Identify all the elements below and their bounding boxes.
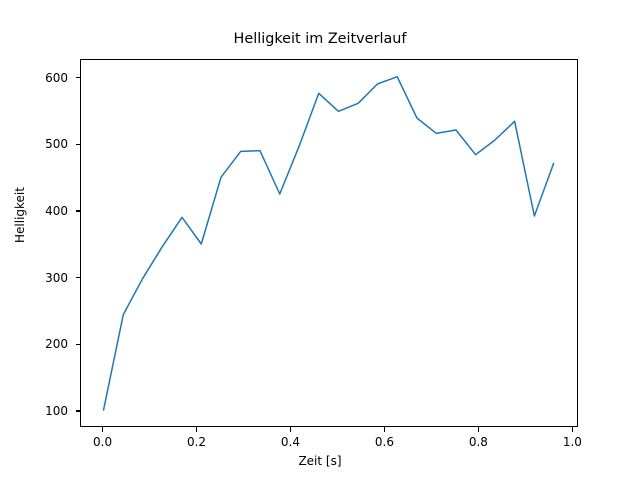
x-tick-label: 0.4 (280, 435, 301, 449)
y-tick-label: 300 (45, 270, 68, 285)
plot-area (80, 59, 578, 427)
y-axis-label: Helligkeit (13, 187, 27, 243)
y-tick-label: 400 (45, 204, 68, 218)
x-tick-label: 0.2 (186, 435, 207, 449)
page-title: Helligkeit im Zeitverlauf (233, 31, 407, 47)
x-tick-label: 0.6 (374, 435, 394, 449)
data-line (102, 75, 555, 411)
x-tick-label: 1.0 (562, 435, 582, 449)
x-tick-label: 0.0 (93, 435, 113, 449)
y-tick-label: 100 (45, 404, 68, 418)
line-series-svg (102, 75, 555, 411)
y-tick-label: 600 (45, 70, 68, 85)
x-tick-label: 0.8 (468, 435, 488, 449)
x-axis-label: Zeit [s] (298, 454, 342, 468)
y-tick-label: 200 (45, 337, 68, 352)
y-tick-label: 500 (45, 137, 68, 152)
